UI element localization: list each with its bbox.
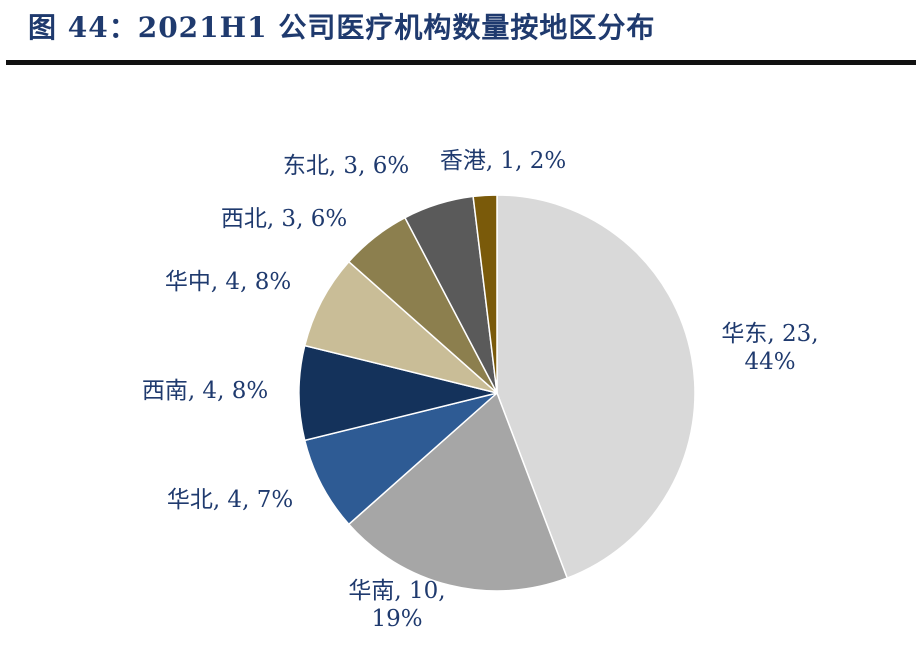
figure-title: 图 44：2021H1 公司医疗机构数量按地区分布 [28,11,656,44]
slice-label-line: 东北, 3, 6% [283,153,409,179]
pie-slice-8 [472,194,498,394]
slice-label-4: 西南, 4, 8% [142,378,268,404]
slice-label-2: 华南, 10, 19% [348,578,445,632]
slice-label-6: 西北, 3, 6% [221,206,347,232]
slice-label-line: 华东, 23, [721,321,818,347]
pie-slices [298,194,696,592]
slice-label-7: 东北, 3, 6% [283,153,409,179]
pie-slice-2 [347,391,569,592]
pie-labels: 华东, 23, 44% 华南, 10, 19% 华北, 4, 7% 西南, 4, 8% 华中… [142,148,819,632]
title-divider [6,60,916,65]
pie-slice-5 [303,260,498,394]
slice-label-3: 华北, 4, 7% [167,487,293,513]
pie-slice-4 [298,344,498,442]
figure-header: 图 44：2021H1 公司医疗机构数量按地区分布 [0,0,919,70]
slice-label-line: 19% [371,606,422,632]
slice-label-line: 华南, 10, [348,578,445,604]
slice-label-line: 西南, 4, 8% [142,378,268,404]
slice-label-5: 华中, 4, 8% [165,269,291,295]
slice-label-line: 华北, 4, 7% [167,487,293,513]
slice-label-line: 华中, 4, 8% [165,269,291,295]
slice-label-line: 西北, 3, 6% [221,206,347,232]
pie-slice-3 [303,392,498,526]
slice-label-8: 香港, 1, 2% [440,148,566,174]
slice-label-line: 香港, 1, 2% [440,148,566,174]
pie-slice-1 [496,194,696,580]
slice-label-1: 华东, 23, 44% [721,321,818,375]
slice-label-line: 44% [744,349,795,375]
